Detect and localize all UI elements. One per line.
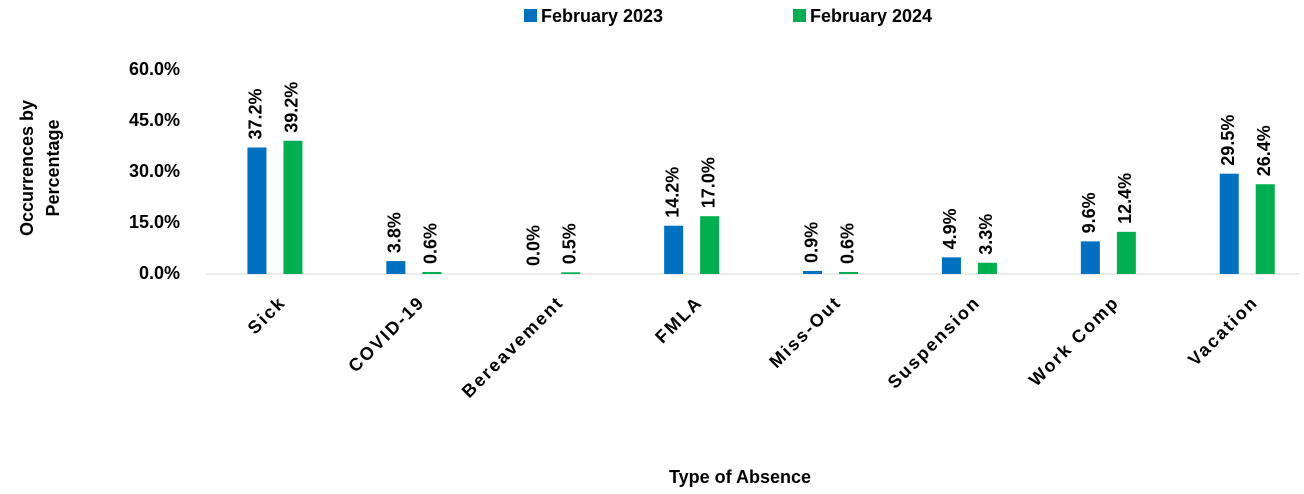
data-label: 17.0% xyxy=(698,157,718,208)
y-tick-label: 30.0% xyxy=(129,161,180,181)
data-label: 0.6% xyxy=(837,223,857,264)
bar xyxy=(247,147,267,274)
legend-swatch xyxy=(793,9,806,22)
bar xyxy=(1219,173,1239,274)
x-tick-label: Work Comp xyxy=(1025,292,1123,390)
data-label: 14.2% xyxy=(662,167,682,218)
x-tick-label: FMLA xyxy=(651,292,706,347)
y-axis-label: Occurrences by Percentage xyxy=(17,99,63,237)
x-tick-label: Suspension xyxy=(884,292,984,392)
bar xyxy=(1116,231,1136,274)
bar xyxy=(561,272,581,274)
bar xyxy=(941,257,961,274)
bar xyxy=(1255,184,1275,274)
bar xyxy=(977,262,997,274)
y-tick-label: 15.0% xyxy=(129,212,180,232)
data-label: 0.0% xyxy=(524,225,544,266)
bar xyxy=(386,261,406,274)
data-label: 3.3% xyxy=(976,214,996,255)
legend-swatch xyxy=(524,9,537,22)
bar xyxy=(664,225,684,274)
data-label: 0.5% xyxy=(560,223,580,264)
x-tick-label: Sick xyxy=(244,292,290,338)
legend-label: February 2024 xyxy=(810,6,932,26)
x-axis-label: Type of Absence xyxy=(669,467,811,487)
data-label: 12.4% xyxy=(1115,173,1135,224)
data-label: 39.2% xyxy=(282,82,302,133)
data-label: 37.2% xyxy=(246,88,266,139)
data-label: 0.9% xyxy=(801,222,821,263)
y-tick-label: 0.0% xyxy=(139,263,180,283)
x-tick-label: Bereavement xyxy=(458,292,568,402)
x-tick-label: Miss-Out xyxy=(765,292,845,372)
bar xyxy=(422,271,442,274)
data-label: 9.6% xyxy=(1079,192,1099,233)
bar xyxy=(839,271,859,274)
data-label: 0.6% xyxy=(421,223,441,264)
bar xyxy=(700,216,720,274)
bar xyxy=(283,140,303,274)
y-tick-label: 60.0% xyxy=(129,59,180,79)
data-label: 4.9% xyxy=(940,208,960,249)
legend-label: February 2023 xyxy=(541,6,663,26)
y-tick-label: 45.0% xyxy=(129,110,180,130)
bar xyxy=(1080,241,1100,274)
data-label: 26.4% xyxy=(1254,125,1274,176)
data-label: 3.8% xyxy=(385,212,405,253)
bar xyxy=(803,270,823,274)
x-tick-label: Vacation xyxy=(1184,292,1262,370)
data-label: 29.5% xyxy=(1218,115,1238,166)
x-tick-label: COVID-19 xyxy=(344,292,428,376)
